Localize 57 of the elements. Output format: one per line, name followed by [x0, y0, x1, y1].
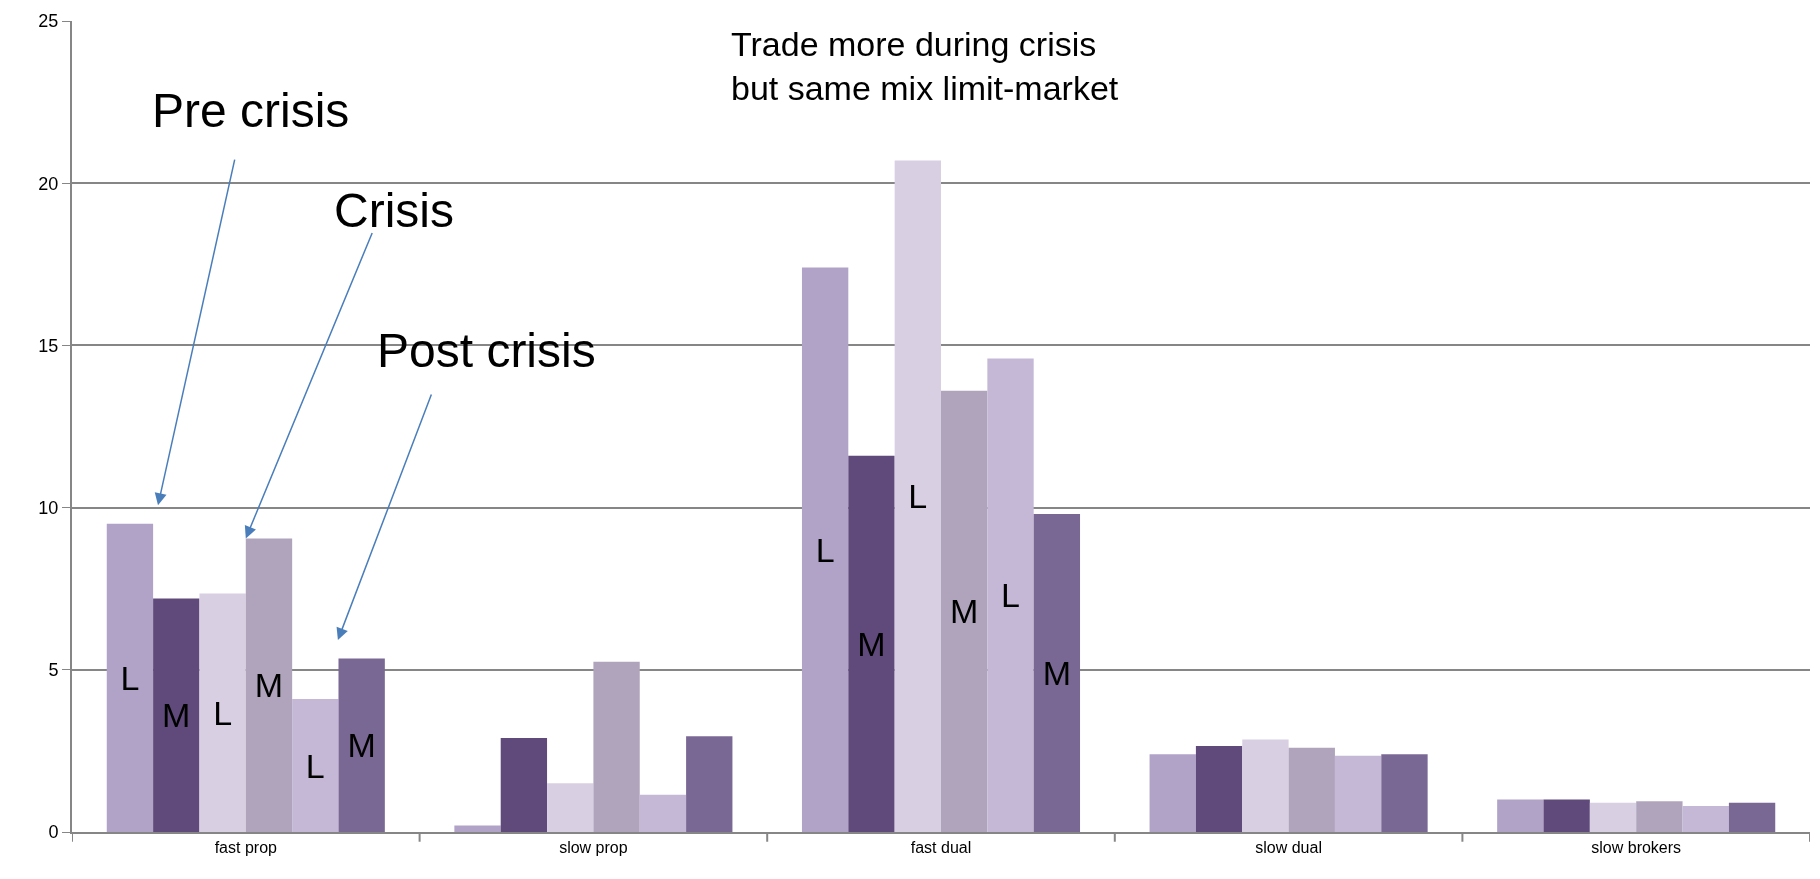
bar [1195, 746, 1243, 832]
x-tick-label: slow brokers [1591, 839, 1682, 857]
bar [987, 358, 1034, 832]
bar [106, 523, 154, 832]
bar [941, 390, 988, 832]
data-label: L [120, 658, 140, 697]
bar [593, 661, 640, 832]
bar [1636, 801, 1683, 832]
data-label: M [254, 666, 284, 705]
y-tick-label: 5 [48, 660, 59, 681]
bar [199, 593, 246, 832]
annotation: Crisis [334, 184, 454, 237]
y-tick-label: 15 [38, 335, 59, 356]
bar [686, 736, 733, 832]
bar [454, 825, 501, 832]
data-label: L [213, 693, 233, 732]
bar [547, 783, 594, 832]
x-tick-label: fast dual [910, 839, 972, 857]
y-tick-label: 10 [38, 497, 59, 518]
bar [801, 267, 849, 832]
bar [1728, 802, 1776, 832]
x-tick-label: fast prop [214, 839, 278, 857]
data-label: M [347, 726, 376, 765]
data-label: M [1042, 654, 1072, 693]
bar [894, 160, 941, 832]
bar [1033, 514, 1081, 832]
y-tick-label: 25 [38, 11, 59, 32]
data-label: L [908, 477, 928, 516]
bar [1682, 806, 1729, 832]
data-label: M [950, 592, 979, 631]
bar [292, 699, 339, 832]
annotation: Pre crisis [152, 84, 350, 137]
data-label: M [162, 696, 191, 735]
data-label: L [305, 746, 325, 785]
bar [500, 737, 548, 832]
bar [153, 598, 200, 832]
bar [1242, 739, 1289, 832]
data-label: M [857, 624, 886, 663]
bar [1543, 799, 1590, 832]
data-label: L [1001, 576, 1020, 615]
annotation: Trade more during crisis but same mix limit-market [731, 25, 1119, 108]
bar [338, 658, 385, 832]
bar [1149, 754, 1196, 832]
bar [1589, 802, 1637, 832]
y-tick-label: 0 [48, 822, 59, 843]
bar [639, 794, 687, 832]
annotation: Post crisis [377, 324, 596, 377]
data-label: L [815, 530, 835, 569]
y-tick-label: 20 [38, 173, 59, 194]
bar [1334, 755, 1382, 832]
bar [1497, 799, 1544, 832]
x-tick-label: slow dual [1255, 839, 1322, 857]
bar [245, 538, 293, 832]
bar [848, 455, 895, 832]
bar [1381, 754, 1428, 832]
bar [1288, 747, 1335, 832]
x-tick-label: slow prop [559, 839, 628, 857]
